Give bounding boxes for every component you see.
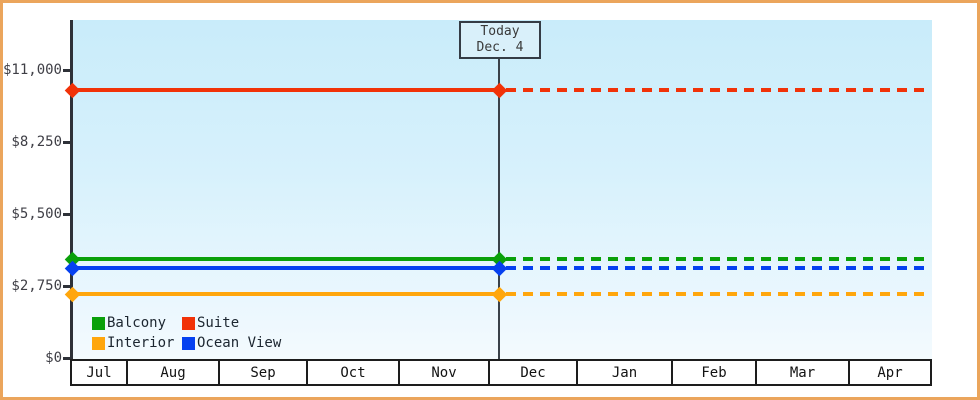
y-axis-tick <box>63 69 71 72</box>
y-axis-tick-label: $5,500 <box>11 206 62 222</box>
month-cell-jul: Jul <box>72 361 128 384</box>
plot-area <box>73 20 932 359</box>
series-projection-ocean-view <box>506 265 931 270</box>
legend-item-balcony: Balcony <box>92 313 182 333</box>
y-axis-tick <box>63 213 71 216</box>
series-line-interior <box>72 291 501 296</box>
legend-item-ocean-view: Ocean View <box>182 333 281 353</box>
month-cell-aug: Aug <box>128 361 220 384</box>
series-line-ocean-view <box>72 265 501 270</box>
today-vertical-line <box>498 58 500 359</box>
y-axis-tick <box>63 285 71 288</box>
series-line-balcony <box>72 256 501 261</box>
y-axis-tick <box>63 357 71 360</box>
y-axis-tick-label: $8,250 <box>11 134 62 150</box>
y-axis-tick <box>63 141 71 144</box>
month-cell-oct: Oct <box>308 361 400 384</box>
month-cell-apr: Apr <box>877 364 903 381</box>
legend-label: Interior <box>107 335 175 351</box>
legend-label: Balcony <box>107 315 167 331</box>
y-axis <box>70 20 73 361</box>
today-label: Today <box>480 24 520 39</box>
today-callout: Today Dec. 4 <box>459 21 541 59</box>
month-cell-sep: Sep <box>220 361 308 384</box>
legend-label: Ocean View <box>197 335 282 351</box>
legend-swatch <box>182 316 195 330</box>
legend-swatch <box>182 336 195 350</box>
month-cell-mar: Mar <box>757 361 850 384</box>
legend-item-interior: Interior <box>92 333 182 353</box>
month-cell-nov: Nov <box>400 361 490 384</box>
x-axis-month-row: Jul Aug Sep Oct Nov Dec Jan Feb Mar Apr <box>70 359 932 386</box>
legend-label: Suite <box>197 315 240 331</box>
legend-swatch <box>92 336 105 350</box>
series-projection-interior <box>506 291 931 296</box>
y-axis-tick-label: $2,750 <box>11 278 62 294</box>
month-cell-dec: Dec <box>490 361 578 384</box>
month-cell-feb: Feb <box>673 361 757 384</box>
series-projection-suite <box>506 88 931 93</box>
y-axis-tick-label: $0 <box>45 350 62 366</box>
legend-item-suite: Suite <box>182 313 281 333</box>
legend: Balcony Suite Interior Ocean View <box>92 313 281 353</box>
series-projection-balcony <box>506 256 931 261</box>
legend-swatch <box>92 316 105 330</box>
series-line-suite <box>72 88 501 93</box>
y-axis-tick-label: $11,000 <box>2 62 62 78</box>
today-date: Dec. 4 <box>476 40 524 55</box>
month-cell-jan: Jan <box>578 361 673 384</box>
